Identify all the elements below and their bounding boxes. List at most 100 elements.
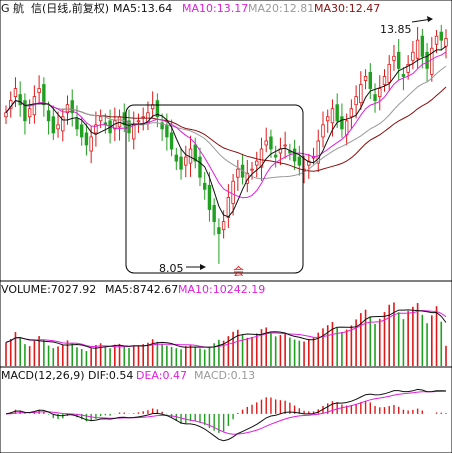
- candle-body: [42, 84, 46, 106]
- macd-title: MACD(12,26,9): [1, 369, 85, 382]
- candle-body: [217, 227, 221, 235]
- candle-body: [439, 31, 443, 41]
- low-price-label: 8.05: [159, 262, 184, 275]
- candle-body: [406, 63, 410, 73]
- candle-body: [89, 136, 93, 152]
- candle-body: [27, 108, 32, 118]
- candle-body: [354, 96, 358, 106]
- volume-ma5-label: MA5:8742.67: [105, 283, 178, 296]
- ma10-line: [5, 51, 447, 199]
- candle-body: [4, 112, 8, 118]
- candle-body: [307, 160, 311, 166]
- candle-body: [165, 124, 169, 138]
- candle-body: [316, 140, 320, 164]
- high-price-label: 13.85: [380, 23, 412, 36]
- candle-body: [117, 116, 122, 128]
- candle-body: [283, 144, 287, 147]
- price-ma30-label: MA30:12.47: [314, 2, 380, 15]
- event-marker[interactable]: 会: [233, 265, 244, 278]
- candle-body: [136, 120, 141, 123]
- candle-body: [259, 148, 264, 168]
- candle-body: [122, 112, 126, 126]
- candle-body: [221, 221, 226, 231]
- dea-line: [5, 390, 447, 435]
- candle-body: [51, 116, 56, 134]
- candle-body: [292, 148, 297, 162]
- macd-dea-label: DEA:0.47: [136, 369, 187, 382]
- candle-body: [264, 140, 268, 146]
- candle-body: [13, 88, 18, 98]
- candle-body: [340, 116, 344, 130]
- candle-body: [37, 88, 41, 93]
- price-ma20-label: MA20:12.81: [248, 2, 314, 15]
- volume-panel: [5, 302, 447, 366]
- candle-body: [32, 96, 37, 116]
- candle-body: [193, 144, 197, 162]
- volume-ma5-line: [5, 309, 447, 349]
- candle-body: [155, 100, 160, 118]
- selection-box[interactable]: [125, 104, 304, 274]
- candle-body: [349, 108, 354, 118]
- candle-body: [434, 35, 439, 45]
- price-panel: [4, 24, 448, 264]
- candle-body: [420, 35, 425, 57]
- candle-body: [174, 154, 179, 162]
- candle-body: [273, 154, 278, 158]
- candle-body: [160, 122, 164, 130]
- volume-title: VOLUME:7027.92: [1, 283, 96, 296]
- candle-body: [98, 116, 103, 122]
- candle-body: [326, 116, 330, 122]
- candle-body: [311, 156, 316, 159]
- candle-body: [188, 148, 193, 164]
- candle-body: [132, 124, 136, 140]
- volume-ma10-line: [5, 309, 447, 348]
- candle-body: [75, 118, 79, 130]
- candle-body: [297, 156, 302, 166]
- candle-body: [94, 124, 98, 134]
- candle-body: [411, 51, 415, 61]
- candle-body: [269, 136, 273, 150]
- ma5-line: [5, 45, 447, 218]
- candle-body: [212, 205, 216, 222]
- candle-body: [425, 51, 429, 69]
- candle-body: [382, 76, 387, 85]
- candle-body: [396, 51, 401, 69]
- candle-body: [231, 180, 235, 204]
- candle-body: [207, 184, 212, 210]
- candle-body: [255, 160, 259, 166]
- candle-body: [56, 124, 60, 130]
- candle-body: [373, 94, 377, 102]
- price-title: G 航 信(日线,前复权): [1, 1, 109, 15]
- candle-body: [198, 156, 202, 178]
- volume-ma10-label: MA10:10242.19: [178, 283, 265, 296]
- candle-body: [236, 168, 240, 178]
- candle-body: [79, 124, 84, 138]
- candle-body: [335, 104, 339, 122]
- price-ma10-label: MA10:13.17: [182, 2, 248, 15]
- ma20-line: [5, 65, 447, 180]
- candle-body: [169, 132, 174, 150]
- candle-body: [344, 120, 349, 136]
- candle-body: [250, 168, 254, 171]
- candle-body: [70, 100, 74, 114]
- high-price-arrowhead: [427, 16, 433, 22]
- candle-body: [321, 124, 325, 138]
- candle-body: [392, 55, 396, 61]
- candle-body: [415, 39, 420, 59]
- price-ma5-label: MA5:13.64: [113, 2, 172, 15]
- candle-body: [18, 94, 22, 106]
- candle-body: [203, 182, 207, 190]
- candle-body: [378, 88, 382, 98]
- candle-body: [359, 84, 363, 104]
- candle-body: [330, 108, 335, 124]
- candle-body: [368, 72, 373, 89]
- candle-body: [61, 116, 65, 132]
- candle-body: [179, 156, 183, 170]
- candle-body: [387, 63, 391, 83]
- low-price-arrowhead: [200, 264, 206, 270]
- candle-body: [184, 156, 188, 166]
- dif-line: [5, 388, 447, 442]
- candle-body: [401, 74, 406, 77]
- candle-body: [226, 196, 231, 218]
- candle-body: [444, 38, 448, 47]
